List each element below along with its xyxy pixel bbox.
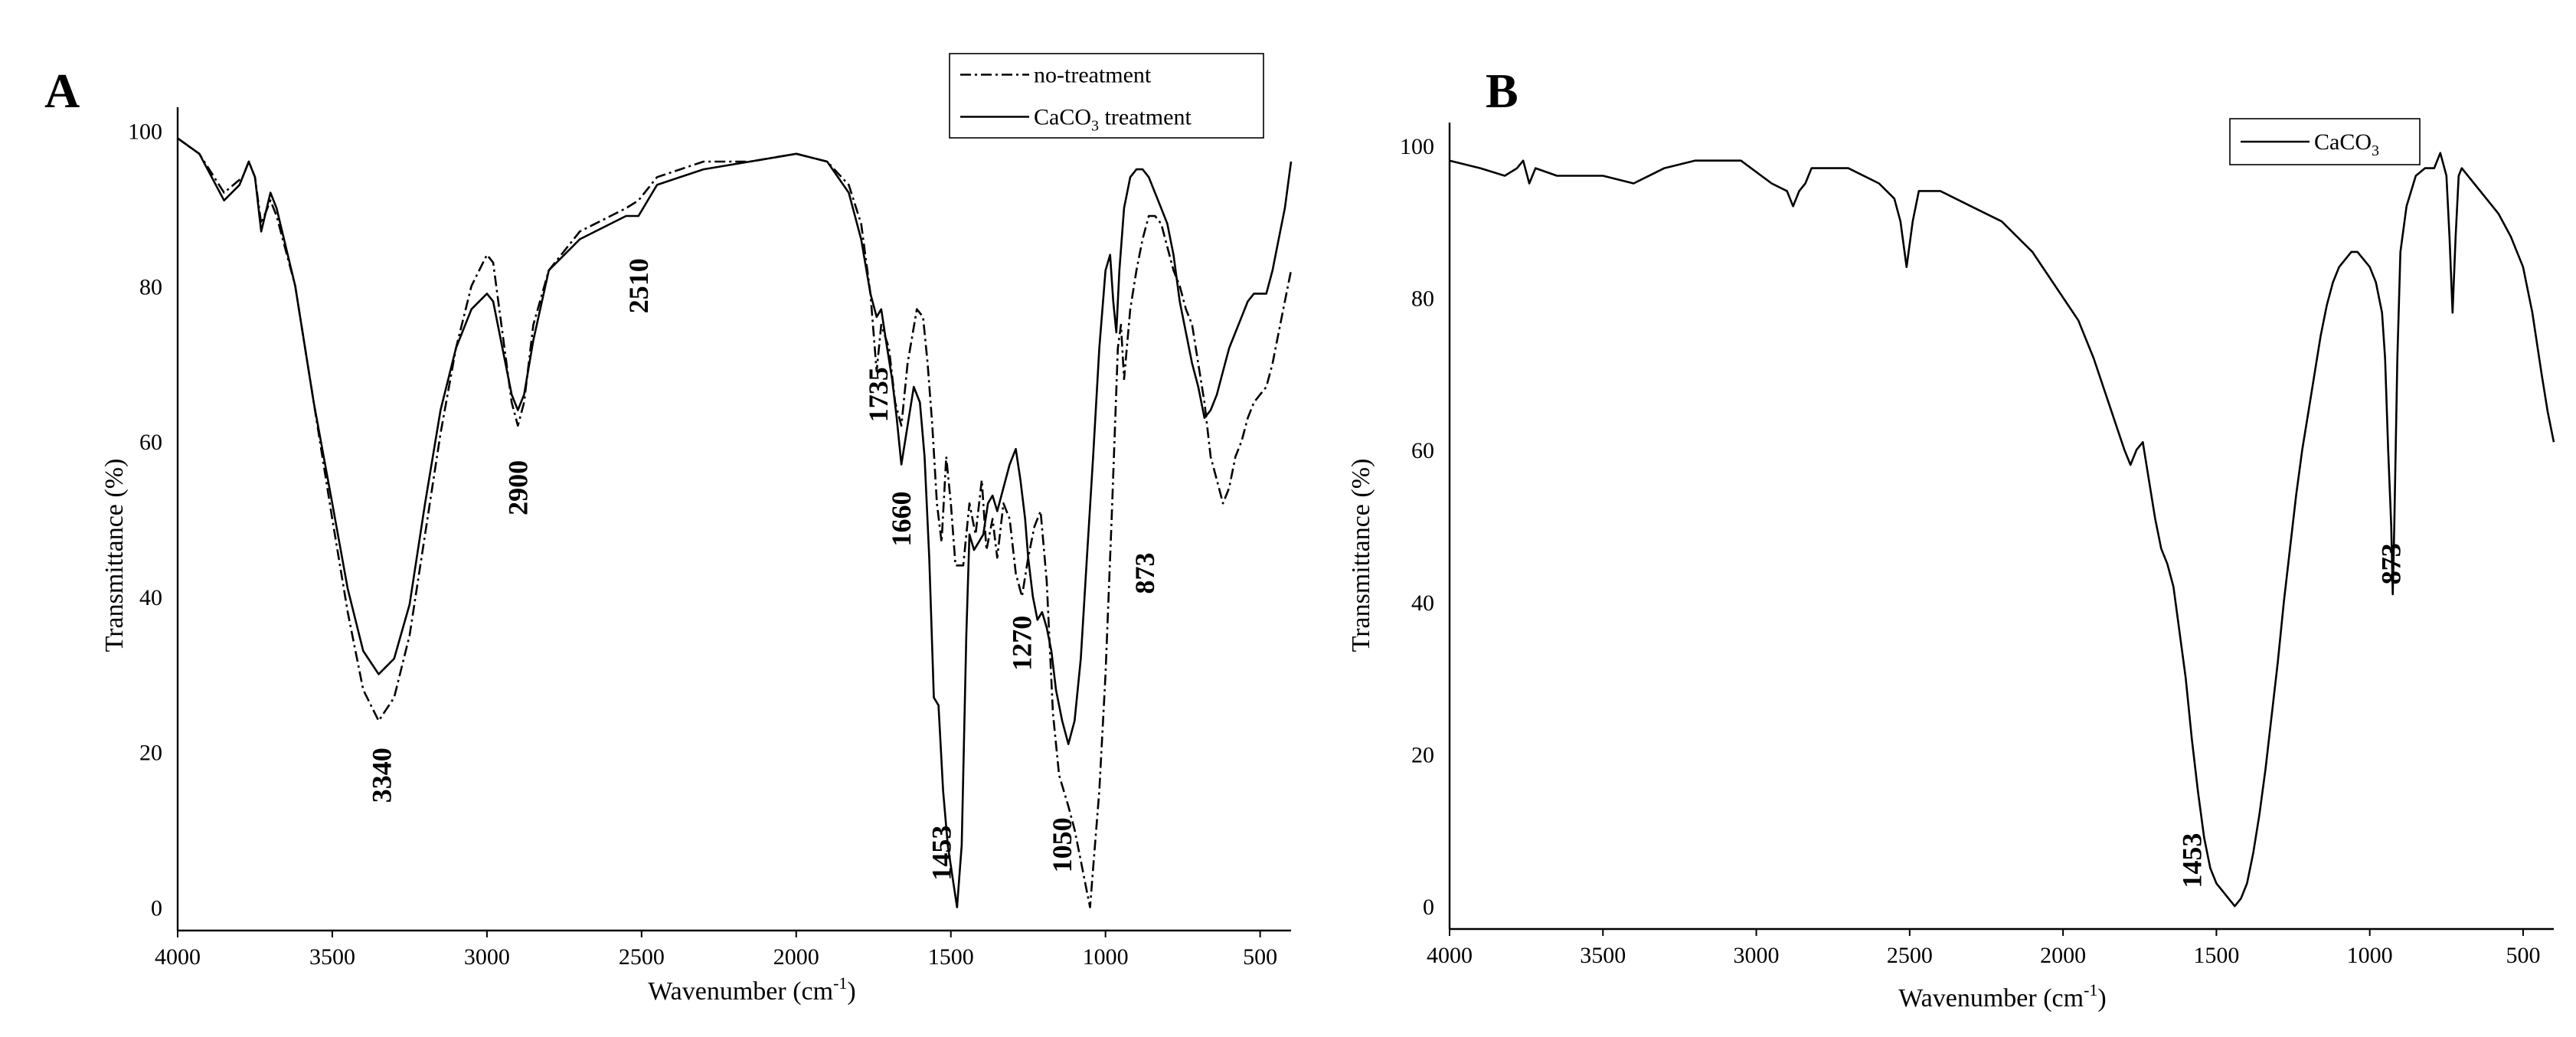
panel-a-peak-label: 1735 [863, 367, 894, 422]
panel-b-x-tick-label: 1000 [2347, 943, 2393, 968]
panel-b-x-tick-label: 2500 [1887, 943, 1933, 968]
panel-a-peak-label: 1050 [1047, 817, 1077, 872]
panel-b-y-ticks: 0 20 40 60 80 100 [1400, 134, 1434, 920]
panel-a-peak-label: 1453 [927, 826, 957, 881]
panel-b-x-tick-label: 1500 [2193, 943, 2239, 968]
panel-b-x-ticks: 4000 3500 3000 2500 2000 1500 1000 500 [1427, 929, 2540, 968]
panel-b-y-tick-label: 100 [1400, 134, 1434, 159]
panel-a-x-tick-label: 1000 [1083, 944, 1129, 970]
panel-a-x-axis-title: Wavenumber (cm-1) [648, 973, 855, 1006]
panel-b-y-tick-label: 0 [1423, 895, 1434, 920]
panel-a-peak-label: 2510 [623, 258, 654, 313]
panel-b-y-tick-label: 40 [1411, 590, 1434, 616]
panel-a-series-caco3-treatment [177, 137, 1293, 908]
panel-b-x-tick-label: 4000 [1427, 943, 1473, 968]
panel-b-x-axis-title: Wavenumber (cm-1) [1898, 980, 2106, 1012]
panel-a-x-tick-label: 2500 [619, 944, 665, 970]
panel-a-x-tick-label: 3500 [309, 944, 355, 970]
panel-a-legend-label: no-treatment [1034, 63, 1152, 88]
panel-a-x-tick-label: 4000 [155, 944, 201, 970]
panel-a-peak-label: 1270 [1007, 616, 1038, 671]
panel-a-y-tick-label: 40 [139, 585, 162, 610]
panel-b-peak-label: 873 [2376, 543, 2407, 584]
panel-a-series-no-treatment [177, 137, 1293, 908]
panel-a-x-ticks: 4000 3500 3000 2500 2000 1500 1000 500 [155, 931, 1277, 970]
panel-a-y-tick-label: 80 [139, 274, 162, 299]
panel-b-x-tick-label: 3000 [1734, 943, 1780, 968]
panel-a-y-ticks: 0 20 40 60 80 100 [128, 119, 162, 921]
panel-b-y-axis-title: Transmittance (%) [1347, 459, 1375, 653]
panel-b-letter: B [1486, 64, 1518, 118]
panel-a-legend: no-treatment CaCO3 treatment [949, 53, 1264, 139]
panel-a-y-tick-label: 60 [139, 430, 162, 455]
panel-a-peak-label: 2900 [502, 460, 533, 515]
panel-a-x-tick-label: 1500 [928, 944, 974, 970]
panel-b-y-tick-label: 80 [1411, 286, 1434, 311]
panel-a-peak-label: 1660 [886, 492, 917, 547]
panel-b-y-tick-label: 60 [1411, 438, 1434, 463]
panel-a-y-tick-label: 100 [128, 119, 162, 144]
panel-b-peak-labels: 1453 873 [2176, 543, 2406, 888]
panel-a: A Transmittance (%) Wavenumber (cm-1) 40… [44, 53, 1293, 1006]
panel-a-y-tick-label: 0 [151, 896, 162, 921]
panel-a-y-tick-label: 20 [139, 741, 162, 766]
panel-a-legend-label: CaCO3 treatment [1034, 105, 1192, 135]
panel-b-y-tick-label: 20 [1411, 743, 1434, 768]
panel-b-series-caco3 [1449, 152, 2555, 908]
panel-a-plot-area [177, 137, 1293, 908]
panel-a-letter: A [44, 64, 80, 118]
panel-a-legend-box [949, 53, 1264, 139]
panel-a-peak-label: 873 [1129, 553, 1160, 594]
panel-b-legend: CaCO3 [2229, 118, 2421, 165]
panel-a-y-axis-title: Transmittance (%) [100, 459, 129, 653]
panel-a-x-tick-label: 2000 [773, 944, 819, 970]
panel-b-plot-area [1449, 152, 2555, 908]
panel-b: B Transmittance (%) Wavenumber (cm-1) 40… [1347, 64, 2555, 1012]
panel-a-peak-label: 3340 [367, 747, 397, 803]
panel-b-x-tick-label: 500 [2506, 943, 2540, 968]
panel-a-peak-labels: 3340 2900 2510 1735 1660 1453 1270 1050 873 [367, 258, 1160, 880]
panel-b-legend-label: CaCO3 [2314, 129, 2379, 159]
panel-b-x-tick-label: 3500 [1580, 943, 1626, 968]
panel-b-x-tick-label: 2000 [2040, 943, 2086, 968]
panel-a-x-tick-label: 3000 [464, 944, 510, 970]
panel-b-peak-label: 1453 [2176, 833, 2207, 888]
panel-a-x-tick-label: 500 [1243, 944, 1277, 970]
